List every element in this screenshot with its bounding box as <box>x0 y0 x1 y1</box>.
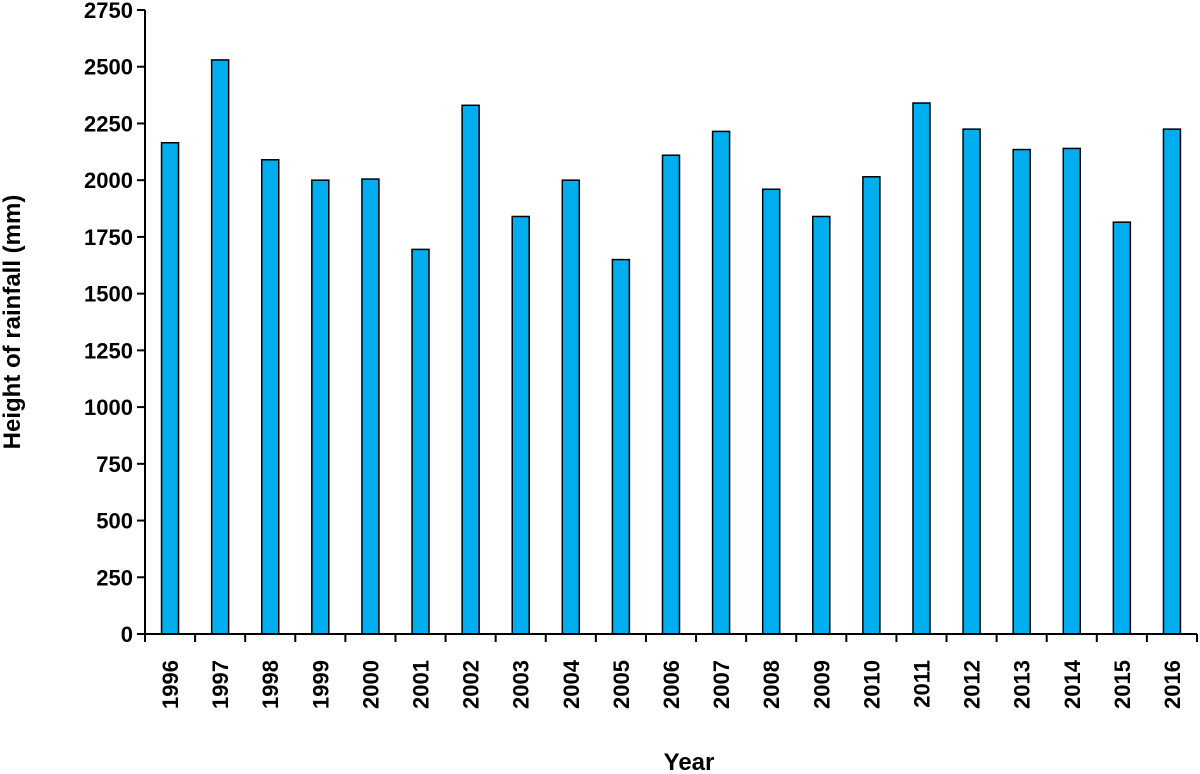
bar-2002 <box>461 104 480 635</box>
x-tick-label: 2004 <box>559 659 584 709</box>
x-tick-label: 2012 <box>960 660 985 709</box>
y-tick-label: 0 <box>121 622 133 647</box>
x-tick-label: 1997 <box>208 660 233 709</box>
x-tick-label: 2013 <box>1010 660 1035 709</box>
x-tick-label: 2007 <box>709 660 734 709</box>
x-axis-title: Year <box>664 749 715 774</box>
bar-2007 <box>711 130 731 635</box>
x-tick-label: 2000 <box>358 660 383 709</box>
x-tick-label: 2010 <box>859 660 884 709</box>
x-tick-label: 2006 <box>659 660 684 709</box>
x-tick-label: 1999 <box>308 660 333 709</box>
bar-2014 <box>1062 147 1082 635</box>
x-tick-label: 2003 <box>509 660 534 709</box>
x-tick-label: 2008 <box>759 660 784 709</box>
y-axis-title: Height of rainfall (mm) <box>0 195 26 450</box>
bar-2008 <box>761 188 781 635</box>
y-tick-label: 750 <box>96 452 133 477</box>
bar-2010 <box>862 176 881 635</box>
x-tick-label: 2009 <box>809 660 834 709</box>
y-tick-label: 250 <box>96 565 133 590</box>
y-tick-label: 2750 <box>84 0 133 23</box>
y-tick-label: 1750 <box>84 225 133 250</box>
x-tick-label: 2011 <box>909 660 934 708</box>
bar-2000 <box>361 178 380 635</box>
bar-2012 <box>962 128 981 635</box>
y-tick-label: 2250 <box>84 111 133 136</box>
bar-2003 <box>511 215 530 635</box>
bar-1999 <box>311 179 330 635</box>
bar-2016 <box>1162 128 1182 635</box>
y-tick-label: 1250 <box>84 338 133 363</box>
x-tick-label: 1998 <box>258 660 283 709</box>
bar-2009 <box>812 215 831 635</box>
y-tick-label: 1500 <box>84 282 133 307</box>
x-tick-label: 2002 <box>459 660 484 709</box>
axes-layer: 0 250 500 750 1000 1250 1500 1750 2000 2250 2500 27… <box>84 0 1198 709</box>
y-tick-label: 1000 <box>84 395 133 420</box>
x-tick-label: 2001 <box>409 660 434 709</box>
bar-2004 <box>561 179 581 635</box>
x-tick-label: 2015 <box>1110 660 1135 709</box>
bar-2005 <box>611 258 631 635</box>
bar-2011 <box>912 102 931 635</box>
y-tick-label: 2000 <box>84 168 133 193</box>
bars-layer <box>160 59 1182 635</box>
y-tick-label: 500 <box>96 509 133 534</box>
bar-1998 <box>260 159 280 635</box>
y-tick-label: 2500 <box>84 55 133 80</box>
bar-2006 <box>661 154 681 635</box>
x-tick-label: 2005 <box>609 660 634 709</box>
bar-1997 <box>210 59 230 635</box>
bar-2015 <box>1112 221 1132 635</box>
bar-2013 <box>1012 148 1031 635</box>
bar-2001 <box>411 248 430 635</box>
bar-1996 <box>160 141 180 635</box>
x-tick-label: 2014 <box>1060 659 1085 709</box>
x-tick-label: 2016 <box>1160 660 1185 709</box>
x-tick-label: 1996 <box>158 660 183 709</box>
